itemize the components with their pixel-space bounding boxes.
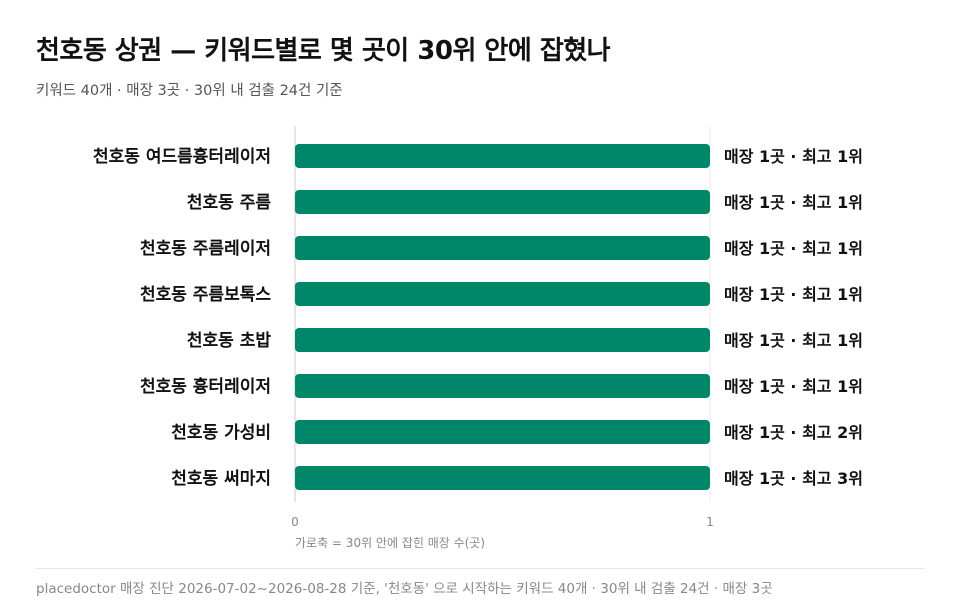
category-label: 천호동 주름보톡스 — [140, 285, 271, 305]
bar — [295, 144, 710, 168]
x-tick-label: 1 — [706, 515, 714, 529]
value-label: 매장 1곳 · 최고 1위 — [724, 239, 863, 258]
value-label: 매장 1곳 · 최고 2위 — [724, 423, 863, 442]
value-label: 매장 1곳 · 최고 1위 — [724, 377, 863, 396]
bar — [295, 374, 710, 398]
category-label: 천호동 초밥 — [187, 331, 271, 351]
bar — [295, 420, 710, 444]
bar — [295, 328, 710, 352]
footer-note: placedoctor 매장 진단 2026-07-02~2026-08-28 … — [36, 581, 773, 597]
chart-subtitle: 키워드 40개 · 매장 3곳 · 30위 내 검출 24건 기준 — [36, 83, 343, 99]
bar — [295, 236, 710, 260]
value-label: 매장 1곳 · 최고 3위 — [724, 469, 863, 488]
value-label: 매장 1곳 · 최고 1위 — [724, 147, 863, 166]
category-label: 천호동 써마지 — [171, 469, 271, 489]
x-tick-label: 0 — [291, 515, 299, 529]
bar — [295, 190, 710, 214]
category-label: 천호동 주름레이저 — [140, 239, 271, 259]
footer-divider — [36, 568, 924, 569]
chart-title: 천호동 상권 — 키워드별로 몇 곳이 30위 안에 잡혔나 — [36, 36, 611, 66]
category-label: 천호동 주름 — [187, 193, 271, 213]
value-label: 매장 1곳 · 최고 1위 — [724, 285, 863, 304]
bar — [295, 282, 710, 306]
category-label: 천호동 가성비 — [171, 423, 271, 443]
bar — [295, 466, 710, 490]
value-label: 매장 1곳 · 최고 1위 — [724, 331, 863, 350]
category-label: 천호동 흉터레이저 — [140, 376, 271, 397]
value-label: 매장 1곳 · 최고 1위 — [724, 193, 863, 212]
category-label: 천호동 여드름흉터레이저 — [93, 146, 271, 167]
x-axis-label: 가로축 = 30위 안에 잡힌 매장 수(곳) — [295, 536, 485, 550]
